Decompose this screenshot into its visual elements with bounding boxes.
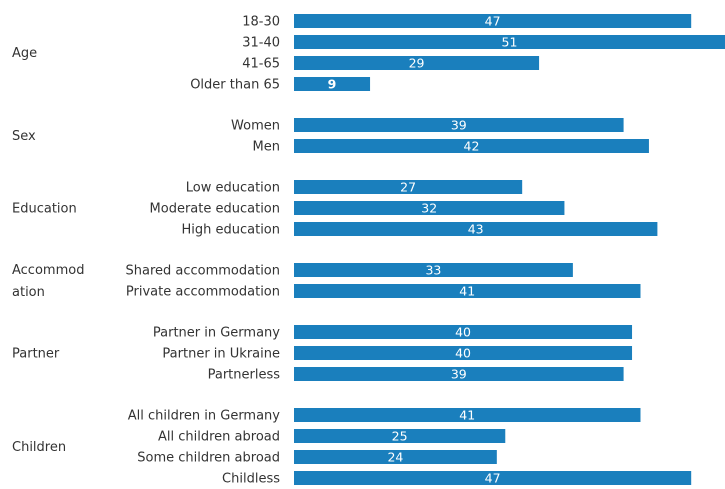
category-label: Men	[253, 140, 280, 155]
group-label: Age	[12, 46, 37, 61]
bar	[294, 284, 641, 298]
category-label: 31-40	[242, 36, 280, 51]
category-label: Some children abroad	[137, 451, 280, 466]
data-label: 33	[425, 263, 441, 278]
data-label: 41	[459, 408, 475, 423]
data-label: 47	[485, 14, 501, 29]
data-label: 39	[451, 367, 467, 382]
category-label: Partnerless	[208, 368, 281, 383]
data-label: 41	[459, 284, 475, 299]
data-label: 29	[409, 56, 425, 71]
category-label: Childless	[222, 472, 280, 487]
data-label: 27	[400, 180, 416, 195]
category-label: High education	[181, 223, 280, 238]
data-label: 39	[451, 118, 467, 133]
category-label: Low education	[186, 181, 280, 196]
group-label: Accommod	[12, 263, 84, 278]
bar	[294, 450, 497, 464]
group-label: Children	[12, 440, 66, 455]
data-label: 47	[485, 471, 501, 486]
bar	[294, 14, 692, 28]
category-label: All children in Germany	[128, 409, 281, 424]
bar	[294, 346, 633, 360]
category-label: All children abroad	[158, 430, 280, 445]
category-label: Private accommodation	[126, 285, 280, 300]
group-label: ation	[12, 285, 45, 300]
data-label: 24	[387, 450, 403, 465]
data-label: 51	[502, 35, 518, 50]
category-label: Shared accommodation	[125, 264, 280, 279]
bar	[294, 367, 624, 381]
category-label: Partner in Germany	[153, 326, 280, 341]
bar	[294, 56, 540, 70]
bar	[294, 118, 624, 132]
bar	[294, 180, 523, 194]
data-label: 40	[455, 346, 471, 361]
category-label: 18-30	[242, 15, 280, 30]
bar	[294, 35, 725, 49]
bar	[294, 222, 658, 236]
data-label: 40	[455, 325, 471, 340]
bar	[294, 263, 573, 277]
bar	[294, 325, 633, 339]
group-label: Sex	[12, 129, 36, 144]
data-label: 32	[421, 201, 437, 216]
data-label: 43	[468, 222, 484, 237]
category-label: Women	[231, 119, 280, 134]
data-label: 9	[328, 77, 337, 92]
bar	[294, 77, 371, 91]
category-label: Older than 65	[190, 78, 280, 93]
bar	[294, 408, 641, 422]
bar	[294, 201, 565, 215]
data-label: 42	[464, 139, 480, 154]
category-label: Partner in Ukraine	[162, 347, 280, 362]
group-label: Partner	[12, 347, 60, 362]
category-label: Moderate education	[150, 202, 280, 217]
category-label: 41-65	[242, 57, 280, 72]
data-label: 25	[392, 429, 408, 444]
bar	[294, 429, 506, 443]
group-label: Education	[12, 202, 77, 217]
bar	[294, 139, 649, 153]
bar	[294, 471, 692, 485]
